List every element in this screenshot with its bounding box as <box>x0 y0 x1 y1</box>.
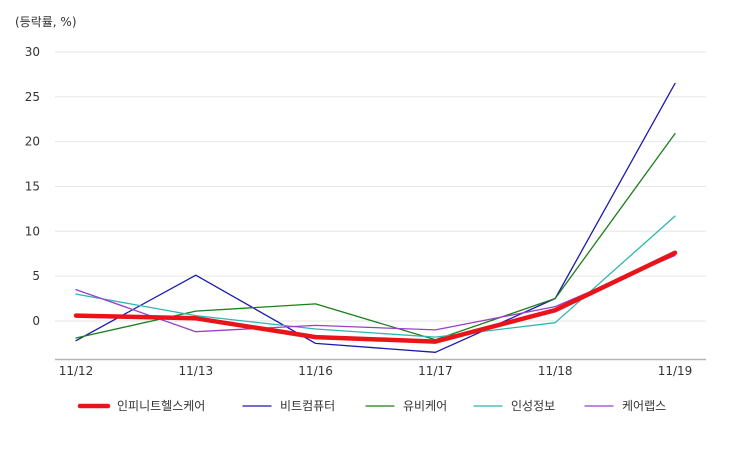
series-lines <box>73 82 678 353</box>
legend-label: 유비케어 <box>403 399 447 413</box>
x-tick-label: 11/19 <box>658 364 693 378</box>
x-tick-label: 11/12 <box>59 364 94 378</box>
x-tick-label: 11/16 <box>298 364 333 378</box>
y-tick-label: 20 <box>25 135 40 149</box>
x-tick-label: 11/13 <box>179 364 214 378</box>
legend-label: 비트컴퓨터 <box>280 399 335 413</box>
y-unit-label: (등락률, %) <box>15 15 77 29</box>
x-tick-label: 11/17 <box>418 364 453 378</box>
y-tick-label: 15 <box>25 179 40 193</box>
x-tick-label: 11/18 <box>538 364 573 378</box>
y-axis-ticks: 0 5 10 15 20 25 30 <box>25 45 40 328</box>
legend-label: 케어랩스 <box>622 399 666 413</box>
legend-label: 인피니트헬스케어 <box>117 399 205 413</box>
legend: 인피니트헬스케어 비트컴퓨터 유비케어 인성정보 케어랩스 <box>77 399 666 413</box>
series-line <box>75 82 676 353</box>
series-line <box>75 215 676 338</box>
y-tick-label: 10 <box>25 224 40 238</box>
series-line <box>75 132 676 341</box>
y-tick-label: 30 <box>25 45 40 59</box>
grid <box>55 51 706 322</box>
legend-label: 인성정보 <box>511 399 555 413</box>
y-tick-label: 25 <box>25 90 40 104</box>
y-tick-label: 5 <box>32 269 40 283</box>
y-tick-label: 0 <box>32 314 40 328</box>
series-line <box>73 250 678 344</box>
series-line <box>75 254 676 333</box>
x-axis: 11/12 11/13 11/16 11/17 11/18 11/19 <box>55 358 706 378</box>
